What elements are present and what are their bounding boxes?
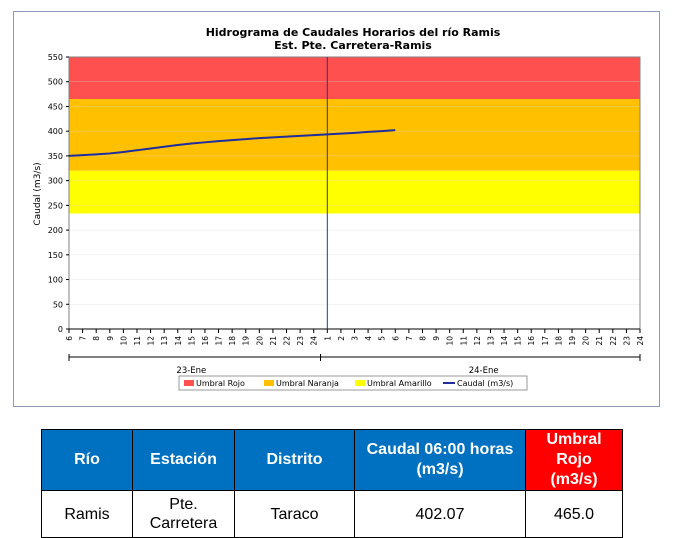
band-umbral-naranja: [69, 99, 640, 171]
header-rio: Río: [41, 429, 133, 491]
legend-entry: Umbral Naranja: [276, 379, 339, 388]
chart-subtitle: Est. Pte. Carretera-Ramis: [274, 39, 432, 52]
hydrograph-chart: Hidrograma de Caudales Horarios del río …: [13, 11, 660, 407]
x-tick-label: 19: [242, 336, 251, 346]
legend-entry: Caudal (m3/s): [457, 379, 513, 388]
header-umbral-line1: Umbral Rojo: [546, 431, 602, 468]
x-tick-label: 11: [133, 336, 142, 346]
chart-title: Hidrograma de Caudales Horarios del río …: [206, 26, 501, 39]
header-caudal: Caudal 06:00 horas (m3/s): [354, 429, 526, 491]
x-tick-label: 13: [486, 336, 495, 346]
x-tick-label: 6: [391, 336, 400, 341]
legend-swatch: [264, 380, 274, 386]
x-tick-label: 11: [459, 336, 468, 346]
series-line-caudal: [68, 129, 396, 157]
band-umbral-rojo: [69, 57, 640, 100]
cell-rio: Ramis: [41, 490, 133, 538]
x-tick-label: 23: [296, 336, 305, 346]
x-tick-label: 5: [378, 336, 387, 341]
x-tick-label: 8: [418, 336, 427, 341]
y-tick-label: 350: [48, 152, 63, 161]
cell-estacion-line2: Carretera: [149, 515, 218, 532]
day-label: 23-Ene: [176, 366, 206, 376]
y-tick-label: 400: [48, 127, 63, 136]
x-tick-label: 18: [228, 336, 237, 346]
x-tick-label: 10: [446, 336, 455, 346]
y-tick-label: 150: [48, 251, 63, 260]
x-tick-label: 14: [500, 336, 509, 346]
day-label: 24-Ene: [469, 366, 499, 376]
x-tick-label: 24: [310, 336, 319, 346]
y-tick-label: 550: [48, 53, 63, 62]
x-tick-label: 12: [473, 336, 482, 346]
x-tick-label: 16: [201, 336, 210, 346]
legend-swatch: [184, 380, 194, 386]
y-tick-label: 100: [48, 276, 63, 285]
x-tick-label: 22: [283, 336, 292, 346]
x-tick-label: 16: [527, 336, 536, 346]
x-tick-label: 3: [351, 336, 360, 341]
y-tick-label: 250: [48, 201, 63, 210]
band-umbral-amarillo: [69, 170, 640, 215]
x-tick-label: 6: [65, 336, 74, 341]
x-tick-label: 2: [337, 336, 346, 341]
x-tick-label: 1: [323, 336, 332, 341]
header-distrito: Distrito: [234, 429, 355, 491]
x-tick-label: 4: [364, 336, 373, 341]
table-row: Ramis Pte. Carretera Taraco 402.07 465.0: [41, 490, 623, 538]
x-tick-label: 17: [541, 336, 550, 346]
x-tick-label: 17: [215, 336, 224, 346]
header-umbral-rojo: Umbral Rojo (m3/s): [525, 429, 623, 491]
legend-entry: Umbral Rojo: [196, 379, 245, 388]
y-tick-label: 50: [53, 300, 63, 309]
x-tick-label: 19: [568, 336, 577, 346]
y-axis-label: Caudal (m3/s): [33, 162, 43, 225]
x-tick-label: 22: [609, 336, 618, 346]
y-tick-label: 0: [58, 325, 63, 334]
cell-estacion: Pte. Carretera: [132, 490, 235, 538]
y-tick-label: 450: [48, 102, 63, 111]
x-tick-label: 15: [514, 336, 523, 346]
cell-distrito: Taraco: [234, 490, 355, 538]
hydrograph-svg: Hidrograma de Caudales Horarios del río …: [33, 26, 645, 391]
y-tick-label: 200: [48, 226, 63, 235]
x-tick-label: 18: [554, 336, 563, 346]
x-tick-label: 8: [92, 336, 101, 341]
x-tick-label: 15: [187, 336, 196, 346]
header-caudal-line2: (m3/s): [416, 461, 464, 478]
x-tick-label: 23: [622, 336, 631, 346]
x-tick-label: 7: [405, 336, 414, 341]
x-tick-label: 9: [432, 336, 441, 341]
legend-box: [178, 375, 528, 391]
x-tick-label: 20: [582, 336, 591, 346]
x-tick-label: 12: [147, 336, 156, 346]
station-summary-table: Río Estación Distrito Caudal 06:00 horas…: [41, 429, 623, 538]
header-umbral-line2: (m3/s): [550, 471, 598, 488]
y-tick-label: 300: [48, 177, 63, 186]
cell-caudal: 402.07: [354, 490, 526, 538]
header-caudal-line1: Caudal 06:00 horas: [366, 441, 514, 458]
x-tick-label: 21: [595, 336, 604, 346]
x-tick-label: 21: [269, 336, 278, 346]
table-header-row: Río Estación Distrito Caudal 06:00 horas…: [41, 429, 623, 491]
x-tick-label: 7: [79, 336, 88, 341]
y-tick-label: 500: [48, 78, 63, 87]
x-tick-label: 10: [119, 336, 128, 346]
cell-estacion-line1: Pte.: [169, 496, 198, 513]
cell-umbral-rojo: 465.0: [525, 490, 623, 538]
header-estacion: Estación: [132, 429, 235, 491]
legend-swatch: [355, 380, 365, 386]
x-tick-label: 9: [106, 336, 115, 341]
x-tick-label: 13: [160, 336, 169, 346]
legend-entry: Umbral Amarillo: [367, 379, 432, 388]
x-tick-label: 14: [174, 336, 183, 346]
x-tick-label: 20: [255, 336, 264, 346]
x-tick-label: 24: [636, 336, 645, 346]
